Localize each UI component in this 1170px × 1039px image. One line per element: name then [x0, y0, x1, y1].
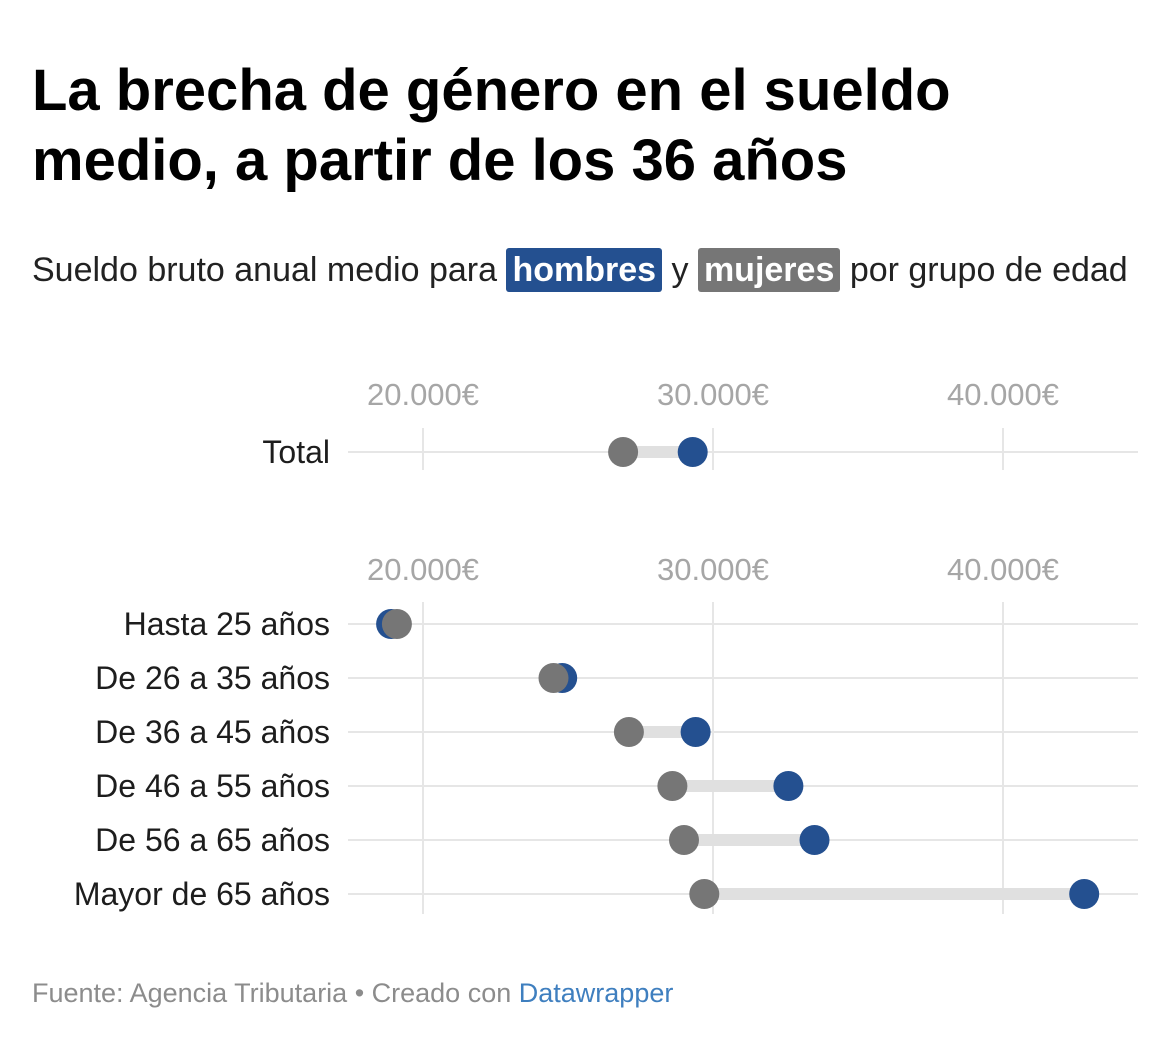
datawrapper-link[interactable]: Datawrapper — [518, 978, 674, 1008]
women-dot — [669, 825, 699, 855]
women-dot — [381, 609, 412, 639]
tick-label: 40.000€ — [947, 377, 1059, 412]
chart-title: La brecha de género en el sueldo medio, … — [32, 58, 951, 193]
legend-men-tag: hombres — [506, 248, 663, 292]
row-label: De 46 a 55 años — [95, 768, 330, 804]
tick-label: 20.000€ — [367, 552, 479, 587]
women-dot — [608, 437, 639, 467]
row-label: Total — [262, 434, 330, 470]
footer-source: Fuente: Agencia Tributaria • Creado con — [32, 978, 512, 1008]
tick-label: 30.000€ — [657, 552, 769, 587]
chart-subtitle: Sueldo bruto anual medio para hombres y … — [32, 244, 1132, 296]
subtitle-text-start: Sueldo bruto anual medio para — [32, 251, 497, 289]
women-dot — [613, 717, 644, 747]
men-dot — [680, 717, 711, 747]
women-dot — [538, 663, 569, 693]
row-label: De 36 a 45 años — [95, 714, 330, 750]
legend-women-tag: mujeres — [697, 248, 841, 292]
women-dot — [689, 879, 720, 909]
men-dot — [677, 437, 708, 467]
tick-label: 20.000€ — [367, 377, 479, 412]
subtitle-connector: y — [671, 251, 689, 289]
tick-label: 40.000€ — [947, 552, 1059, 587]
men-dot — [1069, 879, 1100, 909]
men-dot — [799, 825, 830, 855]
row-label: De 56 a 65 años — [95, 822, 330, 858]
row-label: De 26 a 35 años — [95, 660, 330, 696]
row-label: Hasta 25 años — [124, 606, 330, 642]
men-dot — [773, 771, 804, 801]
subtitle-text-end: por grupo de edad — [849, 251, 1128, 289]
row-label: Mayor de 65 años — [74, 876, 330, 912]
women-dot — [657, 771, 688, 801]
chart-footer: Fuente: Agencia Tributaria • Creado con … — [32, 978, 673, 1009]
tick-label: 30.000€ — [657, 377, 769, 412]
